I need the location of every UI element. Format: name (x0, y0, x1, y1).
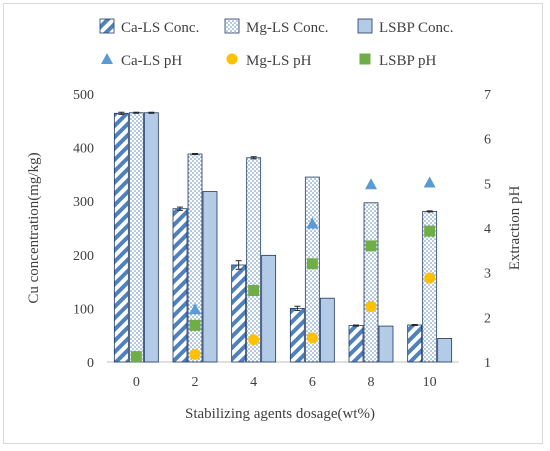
y-axis-ticks: 0 100 200 300 400 500 (73, 88, 94, 371)
marker-lsbp-ph-8 (365, 240, 377, 252)
bar-mg-ls-conc-4 (246, 157, 262, 363)
y-tick-label: 0 (87, 356, 94, 371)
legend-label: Mg-LS Conc. (246, 20, 329, 36)
y-tick-label: 200 (73, 249, 94, 264)
x-tick-label: 4 (250, 375, 257, 390)
bar-ca-ls-conc-4 (231, 264, 247, 363)
bar-lsbp-conc-6 (319, 297, 335, 363)
legend-swatch (99, 18, 115, 34)
bar-ca-ls-conc-0 (113, 112, 129, 363)
marker-ca-ls-ph-10 (423, 176, 436, 188)
chart-frame (3, 3, 543, 444)
legend-swatch (101, 53, 113, 64)
marker-lsbp-ph-4 (248, 285, 260, 297)
y2-tick-label: 2 (484, 311, 491, 326)
bar-lsbp-conc-10 (437, 338, 453, 363)
marker-lsbp-ph-10 (424, 225, 436, 237)
x-axis-label: Stabilizing agents dosage(wt%) (185, 406, 375, 422)
error-bar-mg-ls-conc-2 (192, 152, 198, 156)
marker-ca-ls-ph-2 (189, 303, 201, 315)
bar-ca-ls-conc-8 (348, 325, 364, 363)
bar-mg-ls-conc-0 (128, 112, 144, 363)
error-bar-mg-ls-conc-4 (250, 156, 257, 160)
x-tick-label: 8 (368, 375, 375, 390)
y-axis-label: Cu concentration(mg/kg) (26, 152, 42, 303)
y2-tick-label: 3 (484, 267, 491, 282)
x-tick-label: 10 (423, 375, 437, 390)
error-bar-lsbp-conc-0 (148, 111, 155, 114)
error-bar-ca-ls-conc-2 (177, 206, 183, 211)
y2-tick-label: 1 (484, 356, 491, 371)
y2-tick-label: 4 (484, 222, 491, 237)
legend-swatch (224, 18, 240, 34)
ph-markers (130, 176, 436, 363)
bars (113, 112, 453, 363)
bar-lsbp-conc-4 (261, 254, 277, 363)
legend-item-lsbp-conc: LSBP Conc. (357, 18, 453, 36)
y-tick-label: 100 (73, 302, 94, 317)
legend-swatch (357, 18, 373, 34)
bar-lsbp-conc-2 (202, 191, 218, 363)
error-bar-mg-ls-conc-0 (133, 111, 140, 114)
marker-lsbp-ph-6 (306, 258, 318, 270)
bar-mg-ls-conc-6 (304, 176, 320, 363)
legend-item-mg-ls-ph: Mg-LS pH (226, 53, 312, 69)
bar-lsbp-conc-8 (378, 325, 394, 363)
legend-item-ca-ls-conc: Ca-LS Conc. (99, 18, 199, 36)
legend: Ca-LS Conc. Mg-LS Conc. LSBP Conc. Ca-LS pH… (99, 18, 453, 69)
legend-item-lsbp-ph: LSBP pH (359, 53, 437, 69)
legend-label: LSBP pH (379, 53, 437, 69)
legend-item-mg-ls-conc: Mg-LS Conc. (224, 18, 329, 36)
y2-tick-label: 5 (484, 177, 491, 192)
y2-axis-ticks: 1 2 3 4 5 6 7 (484, 88, 491, 371)
bar-ca-ls-conc-6 (289, 307, 305, 363)
y2-tick-label: 7 (484, 88, 491, 103)
bar-lsbp-conc-0 (143, 112, 159, 363)
x-tick-label: 6 (309, 375, 316, 390)
marker-mg-ls-ph-10 (424, 272, 436, 284)
legend-swatch (226, 53, 238, 65)
marker-mg-ls-ph-8 (365, 301, 377, 313)
marker-mg-ls-ph-2 (189, 348, 201, 360)
error-bar-ca-ls-conc-6 (294, 305, 301, 312)
marker-mg-ls-ph-6 (306, 332, 318, 344)
marker-ca-ls-ph-8 (365, 178, 377, 190)
x-axis-ticks: 0 2 4 6 8 10 (133, 375, 437, 390)
y-tick-label: 500 (73, 88, 94, 103)
bar-ca-ls-conc-2 (172, 208, 188, 363)
legend-label: LSBP Conc. (379, 20, 453, 36)
legend-item-ca-ls-ph: Ca-LS pH (101, 53, 182, 69)
y2-axis-label: Extraction pH (507, 186, 523, 271)
error-bar-ca-ls-conc-8 (353, 324, 359, 327)
error-bar-mg-ls-conc-10 (426, 210, 433, 213)
legend-label: Ca-LS Conc. (121, 20, 199, 36)
bar-ca-ls-conc-10 (407, 324, 423, 363)
legend-label: Ca-LS pH (121, 53, 182, 69)
legend-swatch (359, 53, 371, 65)
plot-area (107, 111, 459, 363)
x-tick-label: 0 (133, 375, 140, 390)
bar-mg-ls-conc-8 (363, 202, 379, 363)
marker-lsbp-ph-2 (189, 319, 201, 331)
legend-label: Mg-LS pH (246, 53, 312, 69)
error-bar-ca-ls-conc-0 (118, 111, 125, 115)
marker-mg-ls-ph-4 (248, 334, 260, 346)
marker-lsbp-ph-0 (130, 351, 142, 363)
x-tick-label: 2 (192, 375, 199, 390)
error-bars (118, 111, 433, 327)
y2-tick-label: 6 (484, 133, 491, 148)
marker-ca-ls-ph-6 (306, 217, 319, 229)
y-tick-label: 400 (73, 142, 94, 157)
y-tick-label: 300 (73, 195, 94, 210)
error-bar-ca-ls-conc-4 (235, 260, 242, 270)
error-bar-ca-ls-conc-10 (411, 323, 418, 327)
